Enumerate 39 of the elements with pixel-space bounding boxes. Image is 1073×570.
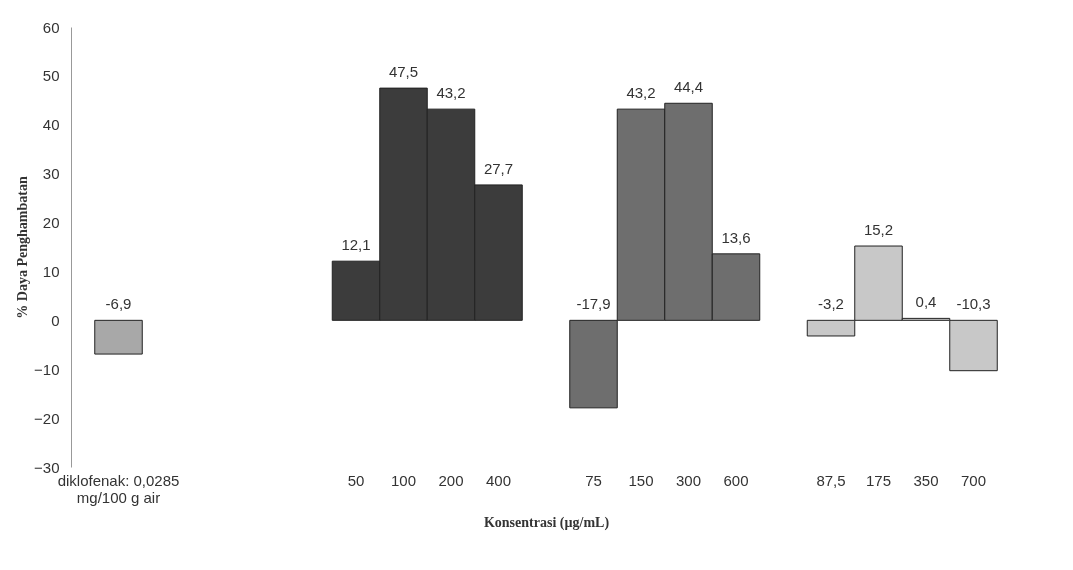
data-label: -3,2 <box>818 295 844 313</box>
x-tick-label: 100 <box>390 471 417 489</box>
data-label: 44,4 <box>673 78 704 96</box>
x-tick-label: 75 <box>585 471 602 489</box>
bar <box>94 319 143 355</box>
x-tick-label: 600 <box>723 471 749 489</box>
x-tick-label: 150 <box>628 471 654 489</box>
data-label: 13,6 <box>721 228 751 246</box>
data-label: 47,5 <box>388 63 419 81</box>
x-tick-label: 350 <box>913 471 939 489</box>
y-tick-label: −30 <box>34 458 60 476</box>
data-label: 15,2 <box>863 221 894 239</box>
y-tick-label: −10 <box>34 360 60 378</box>
y-tick-label: 40 <box>42 116 60 134</box>
y-tick-label: 60 <box>42 18 60 36</box>
y-axis-title: % Daya Penghambatan <box>15 176 31 319</box>
x-tick-label: 300 <box>675 471 702 489</box>
x-tick-label: diklofenak: 0,0285 mg/100 g air <box>57 471 180 506</box>
y-tick-label: 50 <box>42 67 60 85</box>
data-label: 43,2 <box>626 84 656 102</box>
data-label: 27,7 <box>483 159 514 177</box>
x-axis-title: Konsentrasi (µg/mL) <box>483 514 610 531</box>
x-tick-label: 87,5 <box>816 471 846 489</box>
y-tick-label: 0 <box>51 311 60 329</box>
data-label: -6,9 <box>105 295 132 313</box>
x-tick-label: 700 <box>960 471 987 489</box>
y-tick-label: −20 <box>34 409 60 427</box>
data-label: -17,9 <box>576 295 611 313</box>
y-tick-label: 10 <box>42 262 60 280</box>
data-label: 0,4 <box>915 293 937 311</box>
x-tick-label: 50 <box>347 471 365 489</box>
x-tick-label: 175 <box>865 471 892 489</box>
data-label: 12,1 <box>341 236 371 254</box>
y-tick-label: 30 <box>42 165 60 183</box>
y-tick-label: 20 <box>42 214 60 232</box>
data-label: -10,3 <box>956 295 991 313</box>
x-tick-label: 400 <box>485 471 512 489</box>
x-tick-label: 200 <box>438 471 464 489</box>
data-label: 43,2 <box>436 84 466 102</box>
